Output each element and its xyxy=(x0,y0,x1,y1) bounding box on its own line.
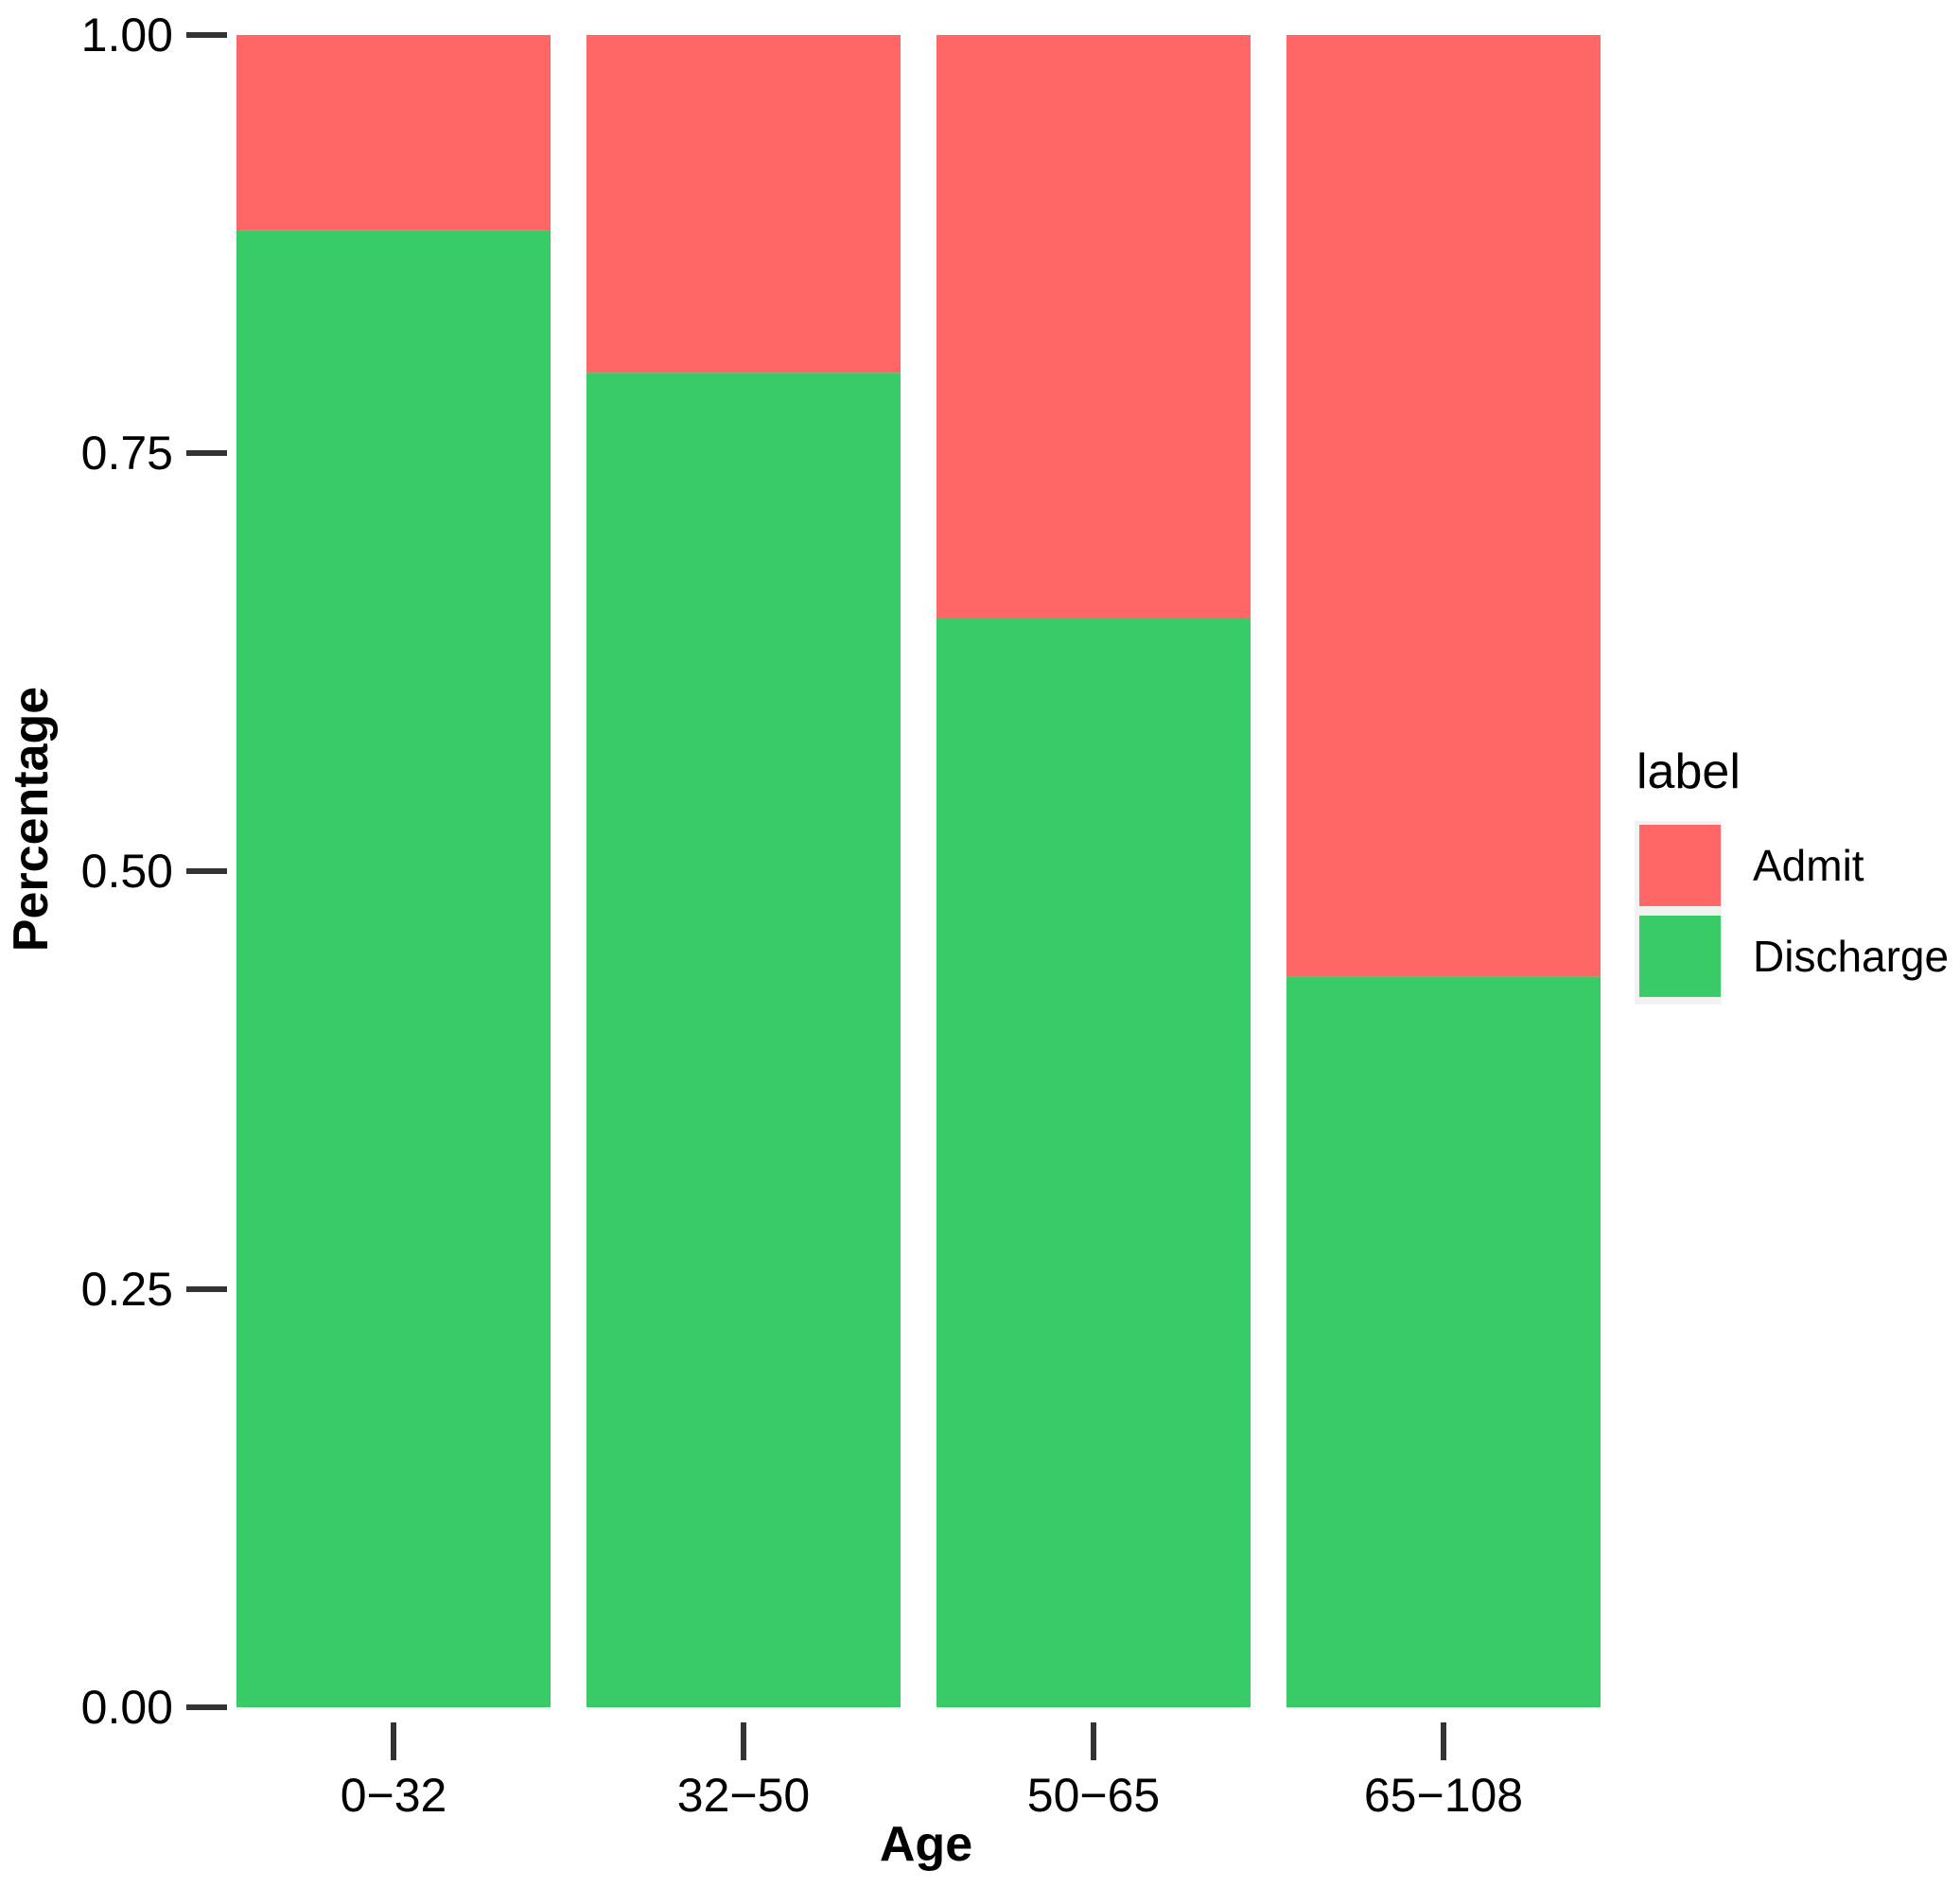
y-tick-label-2: 0.50 xyxy=(81,845,173,898)
legend-entries: Admit Discharge xyxy=(1635,821,1949,1005)
bar-admit-0 xyxy=(236,35,551,231)
y-tick-label-1: 0.25 xyxy=(81,1263,173,1316)
bar-discharge-0 xyxy=(236,230,551,1708)
x-tick-label-2: 50−65 xyxy=(1027,1769,1160,1822)
legend-title: label xyxy=(1636,744,1741,799)
y-tick-label-4: 1.00 xyxy=(81,9,173,61)
legend-swatch-discharge xyxy=(1639,916,1721,997)
legend: label Admit Discharge xyxy=(1635,744,1949,1005)
y-axis: 0.00 0.25 0.50 0.75 1.00 xyxy=(81,9,227,1734)
x-tick-label-1: 32−50 xyxy=(677,1769,810,1822)
bars-layer xyxy=(236,35,1601,1708)
bar-discharge-3 xyxy=(1286,976,1601,1707)
legend-label-admit: Admit xyxy=(1753,841,1864,890)
bar-admit-2 xyxy=(936,35,1251,620)
y-tick-label-0: 0.00 xyxy=(81,1681,173,1734)
legend-swatch-admit xyxy=(1639,825,1721,906)
x-axis: 0−32 32−50 50−65 65−108 xyxy=(341,1722,1523,1822)
bar-discharge-1 xyxy=(586,373,901,1707)
x-tick-label-3: 65−108 xyxy=(1364,1769,1523,1822)
y-tick-label-3: 0.75 xyxy=(81,427,173,480)
y-axis-title: Percentage xyxy=(4,687,59,952)
legend-label-discharge: Discharge xyxy=(1753,932,1949,981)
bar-admit-3 xyxy=(1286,35,1601,977)
bar-discharge-2 xyxy=(936,619,1251,1707)
x-axis-title: Age xyxy=(880,1817,972,1872)
bar-admit-1 xyxy=(586,35,901,374)
x-tick-label-0: 0−32 xyxy=(341,1769,447,1822)
